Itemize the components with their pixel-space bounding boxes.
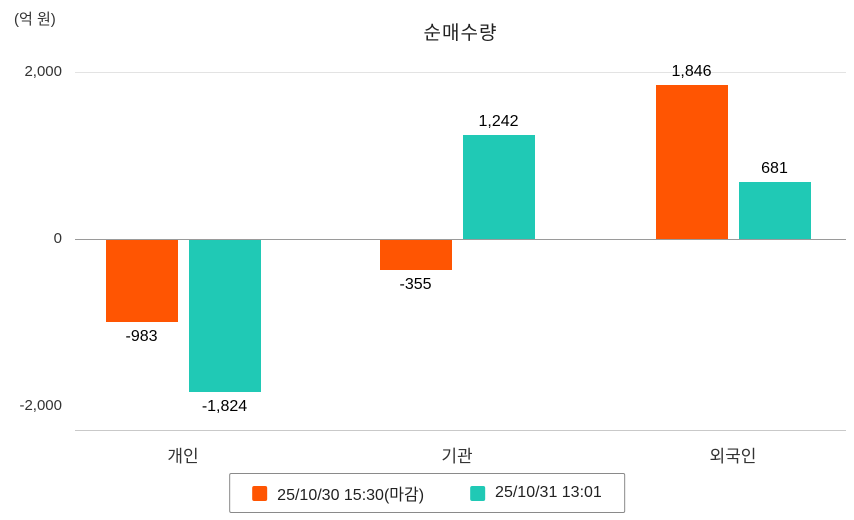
bar-value-label: 681: [761, 160, 788, 178]
category-label: 개인: [167, 447, 199, 466]
bar-value-label: 1,242: [478, 113, 519, 131]
bar-value-label: 1,846: [671, 62, 712, 80]
legend-item: 25/10/30 15:30(마감): [252, 481, 424, 505]
y-tick-label: 0: [53, 230, 62, 247]
category-label: 기관: [441, 447, 473, 466]
bar: [462, 135, 535, 239]
bar: [655, 84, 728, 239]
legend-label: 25/10/31 13:01: [495, 484, 602, 501]
legend-swatch-icon: [470, 485, 486, 501]
legend-label: 25/10/30 15:30(마감): [277, 487, 425, 504]
x-axis-line: [75, 430, 846, 431]
bar: [105, 240, 178, 323]
y-tick-label: -2,000: [19, 397, 62, 414]
category-label: 외국인: [709, 447, 757, 466]
legend-item: 25/10/31 13:01: [470, 484, 602, 502]
bar-value-label: -355: [399, 275, 432, 293]
bar: [738, 182, 811, 239]
chart-title: 순매수량: [423, 23, 498, 44]
bar-value-label: -1,824: [201, 398, 248, 416]
gridline: [75, 239, 846, 240]
legend-swatch-icon: [252, 485, 268, 501]
y-axis-unit-label: (억 원): [14, 11, 56, 28]
legend: 25/10/30 15:30(마감) 25/10/31 13:01: [229, 473, 625, 513]
bar-value-label: -983: [125, 328, 158, 346]
y-tick-label: 2,000: [24, 63, 62, 80]
bar: [188, 240, 261, 393]
gridline: [75, 72, 846, 73]
bar: [379, 240, 452, 270]
